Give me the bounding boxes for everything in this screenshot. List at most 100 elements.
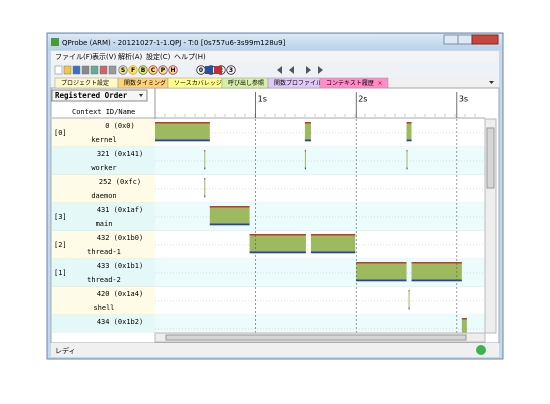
order-select[interactable] — [51, 89, 148, 102]
order-select-label: Registered Order — [55, 91, 128, 100]
toolbar-button[interactable] — [226, 65, 236, 75]
close-button[interactable] — [471, 34, 499, 45]
segment-bottom — [209, 223, 250, 226]
tab-label: 関数タイミング — [124, 79, 166, 87]
segment-bottom — [408, 307, 410, 310]
context-id: 433 (0x1b1) — [97, 262, 143, 270]
segment-bottom — [310, 251, 356, 254]
toolbar-icon[interactable] — [99, 65, 108, 75]
row-bg — [52, 147, 155, 175]
minimize-button[interactable] — [443, 34, 459, 45]
segment-bottom — [304, 139, 311, 142]
toolbar-button[interactable] — [158, 65, 168, 75]
segment-top — [204, 150, 206, 152]
menu-item[interactable]: 解析(A) — [118, 52, 143, 61]
toolbar-button[interactable] — [128, 65, 138, 75]
app-icon — [51, 38, 59, 46]
segment-bottom — [356, 279, 407, 282]
segment-body — [249, 234, 306, 253]
toolbar-icon[interactable] — [205, 66, 213, 74]
segment-bottom — [249, 251, 306, 254]
segment — [310, 234, 356, 254]
context-id: 321 (0x141) — [97, 150, 143, 158]
row-bg — [52, 315, 155, 333]
segment-bottom — [204, 167, 206, 170]
context-id: 432 (0x1b0) — [97, 234, 143, 242]
segment-top — [461, 318, 467, 320]
segment-top — [310, 234, 356, 236]
toolbar-icon[interactable] — [54, 65, 63, 75]
context-name: shell — [93, 304, 114, 312]
toolbar-icon[interactable] — [63, 65, 72, 75]
segment-bottom — [411, 279, 462, 282]
nav-button[interactable] — [277, 66, 282, 74]
v-scrollbar[interactable] — [484, 118, 497, 334]
toolbar-button[interactable] — [148, 65, 158, 75]
time-tick-label: 3s — [459, 95, 468, 104]
toolbar-button[interactable] — [118, 65, 128, 75]
tab-label: プロジェクト設定 — [61, 79, 109, 87]
segment-body — [356, 262, 407, 281]
context-id: 434 (0x1b2) — [97, 318, 143, 326]
context-id: 252 (0xfc) — [99, 178, 141, 186]
row-bg — [52, 287, 155, 315]
segment-body — [209, 206, 250, 225]
segment — [406, 150, 408, 170]
segment-top — [356, 262, 407, 264]
toolbar-button[interactable] — [138, 65, 148, 75]
toolbar-icon[interactable] — [214, 66, 222, 74]
segment-top — [408, 290, 410, 292]
toolbar-icon[interactable] — [81, 65, 90, 75]
h-scroll-thumb[interactable] — [165, 334, 467, 341]
tab-label: 呼び出し参照 — [228, 79, 264, 87]
menu-item[interactable]: ファイル(F) — [55, 53, 93, 61]
toolbar-button-label: P — [161, 67, 166, 74]
segment — [249, 234, 306, 254]
tab-label: コンテキスト履歴 — [326, 80, 374, 87]
core-label: [2] — [54, 241, 67, 249]
segment-body — [304, 122, 311, 141]
nav-button[interactable] — [306, 66, 311, 74]
toolbar-button-label: 3 — [229, 67, 233, 74]
row-bg — [52, 175, 155, 203]
menu-item[interactable]: 設定(C) — [146, 52, 171, 61]
row-bg — [52, 231, 155, 259]
toolbar-button[interactable] — [168, 65, 178, 75]
tab-menu-arrow[interactable] — [489, 81, 494, 84]
segment — [356, 262, 407, 282]
time-tick-label: 1s — [258, 95, 267, 104]
context-id: 431 (0x1af) — [97, 206, 143, 214]
segment-bottom — [406, 139, 412, 142]
v-scroll-thumb[interactable] — [486, 127, 495, 189]
tab[interactable] — [319, 77, 389, 89]
toolbar-icon[interactable] — [90, 65, 99, 75]
rows: [0] 0 (0x0) kernel 321 (0x141) worker 252 (0x… — [52, 119, 485, 333]
row-bg — [52, 259, 155, 287]
menu-item[interactable]: 表示(V) — [92, 52, 117, 61]
context-name: main — [96, 220, 113, 228]
segment-body — [406, 122, 412, 141]
nav-button[interactable] — [318, 66, 323, 74]
segment-body — [304, 150, 306, 169]
row-bg — [52, 119, 155, 147]
nav-button[interactable] — [289, 66, 294, 74]
segment — [411, 262, 462, 282]
toolbar-icon[interactable] — [72, 65, 81, 75]
core-label: [1] — [54, 269, 67, 277]
toolbar-button-label: F — [131, 67, 135, 74]
row-bg — [155, 315, 485, 333]
segment — [461, 318, 467, 333]
toolbar — [51, 62, 499, 77]
segment-body — [461, 318, 467, 333]
segment — [304, 150, 306, 170]
segment-body — [155, 122, 210, 141]
toolbar-icon[interactable] — [108, 65, 117, 75]
maximize-button[interactable] — [457, 34, 473, 45]
segment — [204, 178, 206, 198]
menu-item[interactable]: ヘルプ(H) — [174, 53, 206, 61]
tab-close: × — [377, 80, 382, 87]
status-bar — [51, 343, 499, 357]
segment-bottom — [406, 167, 408, 170]
title-bar — [48, 34, 502, 50]
segment — [406, 122, 412, 142]
